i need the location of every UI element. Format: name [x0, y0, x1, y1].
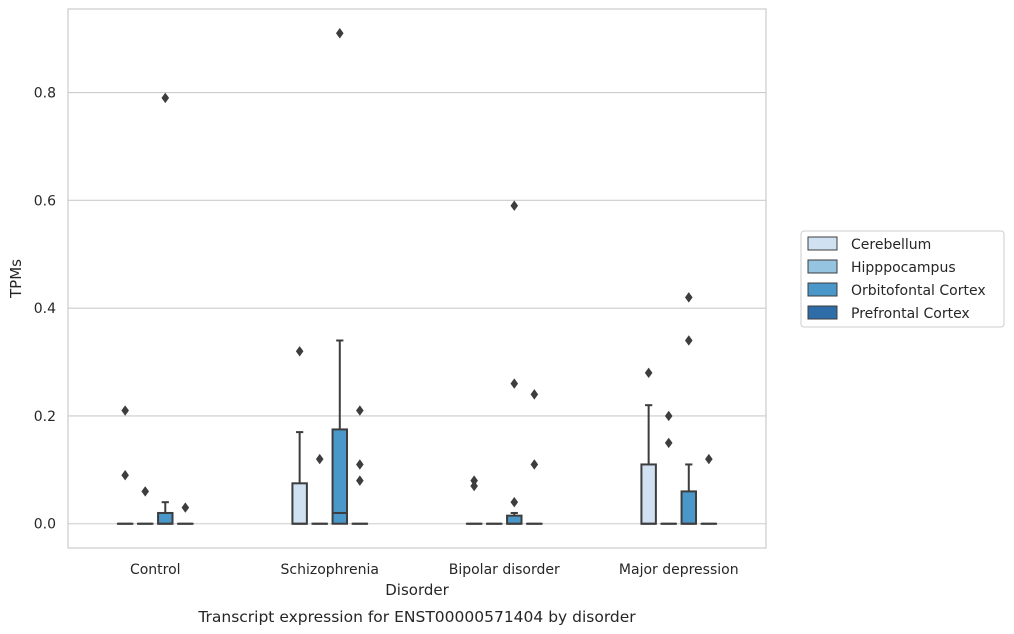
x-tick-label: Major depression — [619, 562, 739, 578]
outlier-point — [530, 459, 539, 470]
box-plots — [116, 28, 718, 525]
y-axis-title: TPMs — [7, 259, 25, 299]
outlier-point — [470, 480, 478, 492]
box-group — [640, 367, 657, 525]
box-group — [680, 292, 698, 525]
outlier-point — [181, 502, 190, 513]
box-group — [506, 200, 523, 525]
box — [640, 463, 657, 525]
box-group — [465, 475, 483, 525]
y-tick-label: 0.0 — [34, 517, 56, 533]
outlier-point — [141, 486, 150, 497]
x-tick-labels: Control Schizophrenia Bipolar disorder Majo… — [130, 562, 739, 578]
legend-swatch — [807, 282, 838, 297]
box-group — [177, 502, 194, 525]
box — [331, 428, 349, 525]
plot-frame — [67, 8, 767, 549]
outlier-point — [356, 405, 364, 416]
box — [157, 511, 174, 525]
box — [680, 490, 698, 525]
outlier-point — [705, 453, 713, 465]
y-tick-labels: 0.0 0.2 0.4 0.6 0.8 — [34, 86, 56, 533]
chart-caption: Transcript expression for ENST0000057140… — [197, 608, 636, 626]
box-group — [700, 453, 718, 525]
box-group — [311, 453, 328, 525]
outlier-point — [644, 367, 653, 379]
y-tick-label: 0.4 — [34, 301, 56, 317]
legend-swatch — [807, 259, 838, 274]
x-tick-label: Control — [130, 562, 181, 578]
outlier-point — [510, 496, 519, 508]
box-group — [526, 389, 543, 525]
outlier-point — [530, 389, 539, 400]
outlier-point — [295, 346, 304, 357]
box-group — [136, 486, 154, 525]
legend-swatch — [807, 305, 838, 320]
box-group — [351, 405, 369, 525]
outlier-point — [684, 335, 693, 346]
legend-label: Hipppocampus — [851, 260, 956, 276]
box-group — [291, 346, 308, 525]
y-tick-label: 0.8 — [34, 86, 56, 102]
box — [506, 514, 523, 525]
outlier-point — [356, 459, 364, 470]
legend-swatch — [807, 236, 838, 251]
x-tick-label: Bipolar disorder — [449, 562, 560, 578]
legend: Cerebellum Hipppocampus Orbitofontal Corte… — [800, 230, 1005, 328]
outlier-point — [161, 92, 170, 104]
box-group — [116, 405, 134, 525]
legend-frame — [800, 230, 1005, 328]
box-group — [331, 28, 349, 525]
outlier-point — [664, 437, 673, 449]
box-group — [157, 92, 174, 525]
legend-label: Prefrontal Cortex — [851, 306, 970, 322]
outlier-point — [356, 475, 364, 486]
x-tick-label: Schizophrenia — [281, 562, 379, 578]
box — [291, 482, 308, 525]
outlier-point — [684, 292, 693, 303]
outlier-point — [121, 405, 129, 416]
box-group — [660, 410, 677, 525]
outlier-point — [664, 410, 673, 422]
legend-label: Orbitofontal Cortex — [851, 283, 986, 299]
x-axis-title: Disorder — [385, 581, 449, 599]
legend-label: Cerebellum — [851, 237, 931, 253]
outlier-point — [315, 453, 324, 465]
outlier-point — [510, 200, 519, 211]
outlier-point — [470, 475, 478, 486]
outlier-point — [510, 378, 519, 389]
outlier-point — [121, 470, 129, 481]
y-tick-label: 0.6 — [34, 193, 56, 209]
y-tick-label: 0.2 — [34, 409, 56, 425]
outlier-point — [335, 28, 344, 39]
